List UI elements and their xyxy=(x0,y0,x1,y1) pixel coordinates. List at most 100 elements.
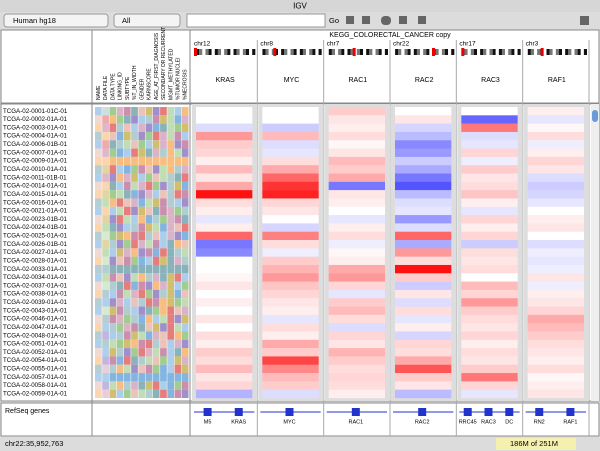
attribute-cell xyxy=(145,306,153,315)
attribute-cell xyxy=(95,173,102,182)
heatmap-cell xyxy=(527,339,584,349)
heatmap-cell xyxy=(262,156,319,166)
heatmap-cell xyxy=(461,123,518,133)
attribute-cell xyxy=(174,281,182,290)
ideogram-band xyxy=(252,49,256,55)
attribute-cell xyxy=(109,381,117,390)
attribute-cell xyxy=(116,356,124,365)
heatmap-cell xyxy=(328,165,385,174)
resize-icon[interactable] xyxy=(399,16,407,24)
heatmap-cell xyxy=(395,381,452,390)
ideogram-band xyxy=(505,49,509,55)
heatmap-cell xyxy=(328,356,385,365)
memory-box xyxy=(496,438,576,450)
ideogram-band xyxy=(534,49,538,55)
heatmap-cell xyxy=(328,264,385,274)
attribute-cell xyxy=(138,289,146,299)
home-icon[interactable] xyxy=(346,16,354,24)
ideogram-band xyxy=(577,49,581,55)
go-button[interactable]: Go xyxy=(329,16,339,25)
ideogram-band xyxy=(196,49,200,55)
attribute-cell xyxy=(174,331,182,340)
heatmap-cell xyxy=(461,198,518,207)
feature-label: DC xyxy=(505,419,513,425)
attribute-cell xyxy=(181,156,189,166)
heatmap-cell xyxy=(461,323,518,332)
locus-box[interactable] xyxy=(186,13,326,28)
gene-list-title: KEGG_COLORECTAL_CANCER copy xyxy=(329,32,451,39)
ideogram-band xyxy=(208,49,212,55)
heatmap-cell xyxy=(328,314,385,324)
attribute-cell xyxy=(138,331,146,340)
attribute-cell xyxy=(131,364,138,374)
attribute-cell xyxy=(109,306,117,315)
attribute-cell xyxy=(145,190,153,199)
attribute-cell xyxy=(95,140,102,149)
attribute-cell xyxy=(174,240,182,249)
attribute-cell xyxy=(116,348,124,357)
ideogram-band xyxy=(530,49,535,55)
attribute-cell xyxy=(109,165,117,174)
attribute-cell xyxy=(116,115,124,124)
toolbar-icons[interactable] xyxy=(346,16,589,25)
popup-icon[interactable] xyxy=(418,16,426,24)
heatmap-cell xyxy=(328,281,385,291)
refresh-icon[interactable] xyxy=(381,16,391,25)
attribute-cell xyxy=(152,381,160,390)
sample-name: TCGA-02-0038-01A-01 xyxy=(3,291,68,298)
heatmap-cell xyxy=(196,298,253,307)
heatmap-cell xyxy=(328,289,385,299)
genome-dropdown[interactable] xyxy=(3,13,109,28)
attribute-cell xyxy=(174,181,182,191)
heatmap-cell xyxy=(395,215,452,224)
attribute-cell xyxy=(131,173,138,182)
attribute-cell xyxy=(181,240,189,249)
heatmap-cell xyxy=(262,256,319,266)
attribute-cell xyxy=(116,206,124,216)
heatmap-cell xyxy=(328,215,385,224)
attribute-cell xyxy=(131,123,138,132)
attribute-cell xyxy=(145,131,153,141)
heatmap-cell xyxy=(395,206,452,216)
heatmap-cell xyxy=(328,156,385,166)
ideogram-band xyxy=(284,49,288,55)
ideogram-band xyxy=(205,49,209,55)
attribute-cell xyxy=(123,264,131,274)
heatmap-cell xyxy=(328,190,385,199)
attribute-cell xyxy=(109,264,117,274)
attribute-cell xyxy=(145,298,153,307)
attribute-cell xyxy=(138,356,146,365)
heatmap-cell xyxy=(196,231,253,241)
heatmap-cell xyxy=(461,215,518,224)
attribute-cell xyxy=(109,148,117,157)
heatmap-cell xyxy=(395,323,452,332)
heatmap-cell xyxy=(395,389,452,399)
attribute-cell xyxy=(95,190,102,199)
attribute-cell xyxy=(167,281,175,290)
heatmap-cell xyxy=(196,140,253,149)
attribute-cell xyxy=(95,281,102,290)
chromosome-dropdown[interactable] xyxy=(113,13,181,28)
back-icon[interactable] xyxy=(362,16,370,24)
attribute-cell xyxy=(116,373,124,382)
attribute-cell xyxy=(95,373,102,382)
ideogram-band xyxy=(302,49,307,55)
attribute-cell xyxy=(109,173,117,182)
attribute-cell xyxy=(116,273,124,282)
attribute-cell xyxy=(102,373,109,382)
attribute-cell xyxy=(181,198,189,207)
scrollbar[interactable] xyxy=(591,104,599,401)
attribute-cell xyxy=(131,331,138,340)
heatmap-cell xyxy=(395,131,452,141)
heatmap-cell xyxy=(196,381,253,390)
attribute-cell xyxy=(109,356,117,365)
ideogram-band xyxy=(495,49,499,55)
attribute-cell xyxy=(152,215,160,224)
scroll-thumb[interactable] xyxy=(592,110,598,122)
attribute-cell xyxy=(131,165,138,174)
attribute-cell xyxy=(102,240,109,249)
heatmap-cell xyxy=(262,356,319,365)
info-icon[interactable] xyxy=(580,16,589,25)
attribute-cell xyxy=(123,306,131,315)
